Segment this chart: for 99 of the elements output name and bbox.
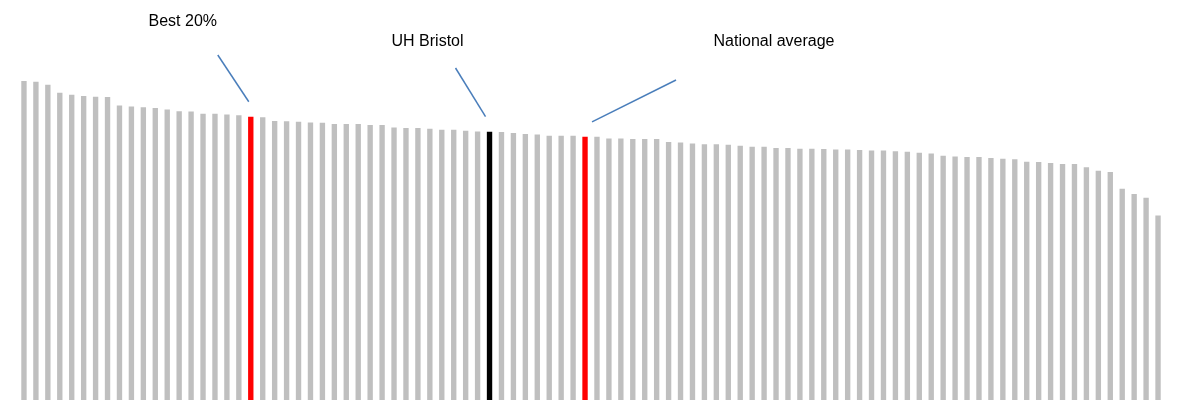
bar xyxy=(940,155,946,400)
bar xyxy=(880,150,887,400)
text: National average xyxy=(713,31,835,49)
bar xyxy=(689,143,696,400)
bar xyxy=(176,111,182,400)
bar xyxy=(821,148,827,400)
bar xyxy=(486,131,493,400)
bar xyxy=(415,127,421,400)
bar xyxy=(92,96,99,400)
bar xyxy=(498,132,505,400)
bar xyxy=(33,81,39,400)
bar xyxy=(403,127,409,400)
bar xyxy=(140,107,147,400)
bar xyxy=(1083,167,1090,400)
bar xyxy=(904,151,911,400)
bar xyxy=(116,105,123,400)
bar xyxy=(1155,215,1161,400)
bar xyxy=(1035,162,1042,400)
bar xyxy=(797,148,803,400)
bar xyxy=(200,113,206,400)
bar xyxy=(1024,161,1030,400)
bar xyxy=(594,136,600,400)
bar xyxy=(534,134,540,400)
bar xyxy=(725,144,731,400)
bar xyxy=(1000,158,1006,400)
bar xyxy=(80,95,87,400)
bar xyxy=(367,125,373,400)
bar xyxy=(1107,171,1113,400)
bar xyxy=(713,144,720,400)
bar xyxy=(164,109,170,400)
bar xyxy=(1143,197,1149,400)
bar xyxy=(283,121,290,400)
bar xyxy=(462,130,469,400)
bar xyxy=(606,138,612,400)
bar xyxy=(701,144,708,400)
bar xyxy=(331,124,338,400)
bar xyxy=(1047,162,1054,400)
bar xyxy=(892,151,899,400)
bar xyxy=(212,113,218,400)
bar xyxy=(653,139,660,400)
bar xyxy=(188,111,194,400)
bar xyxy=(451,129,457,400)
bar xyxy=(236,115,242,400)
bar xyxy=(737,145,743,400)
bar xyxy=(618,138,624,400)
bar xyxy=(1119,188,1125,400)
bar xyxy=(964,156,970,400)
bar xyxy=(630,139,636,400)
bar xyxy=(833,149,839,400)
bar xyxy=(343,124,349,400)
bar xyxy=(248,116,254,400)
bar xyxy=(976,156,982,400)
bar xyxy=(128,106,135,400)
bar xyxy=(260,117,266,400)
bar xyxy=(1095,170,1102,400)
bar xyxy=(57,92,63,400)
bar xyxy=(355,124,361,400)
bar xyxy=(642,139,648,400)
text: Best 20% xyxy=(148,11,218,29)
bar xyxy=(1131,193,1137,400)
bar xyxy=(522,133,529,400)
bar xyxy=(379,125,385,400)
bar xyxy=(785,147,791,400)
bar xyxy=(319,122,326,400)
bar xyxy=(844,149,851,400)
bar xyxy=(809,148,815,400)
bar xyxy=(856,149,863,400)
bar xyxy=(761,146,767,400)
bar xyxy=(1059,163,1066,400)
bar xyxy=(677,142,684,400)
bar xyxy=(439,129,445,400)
bar xyxy=(952,156,958,400)
bar xyxy=(868,150,875,400)
bar xyxy=(1071,163,1078,400)
bar xyxy=(427,128,433,400)
bar xyxy=(582,136,588,400)
bar xyxy=(570,135,576,400)
bar xyxy=(510,133,517,400)
bar xyxy=(307,122,314,400)
bar xyxy=(104,96,111,400)
text: UH Bristol xyxy=(391,31,464,49)
bar xyxy=(152,108,158,400)
bar xyxy=(928,153,934,400)
bar xyxy=(295,121,302,400)
bar xyxy=(1012,159,1018,400)
bar xyxy=(665,141,672,400)
bar xyxy=(773,147,779,400)
bar xyxy=(749,146,755,400)
bar xyxy=(271,120,278,400)
bar xyxy=(988,157,994,400)
bar xyxy=(391,127,397,400)
bar xyxy=(546,135,552,400)
bar xyxy=(69,94,75,400)
bar xyxy=(916,152,922,400)
bar xyxy=(224,114,230,400)
bar xyxy=(474,131,481,400)
bar xyxy=(558,135,564,400)
bar xyxy=(21,81,27,400)
bar xyxy=(45,84,51,400)
